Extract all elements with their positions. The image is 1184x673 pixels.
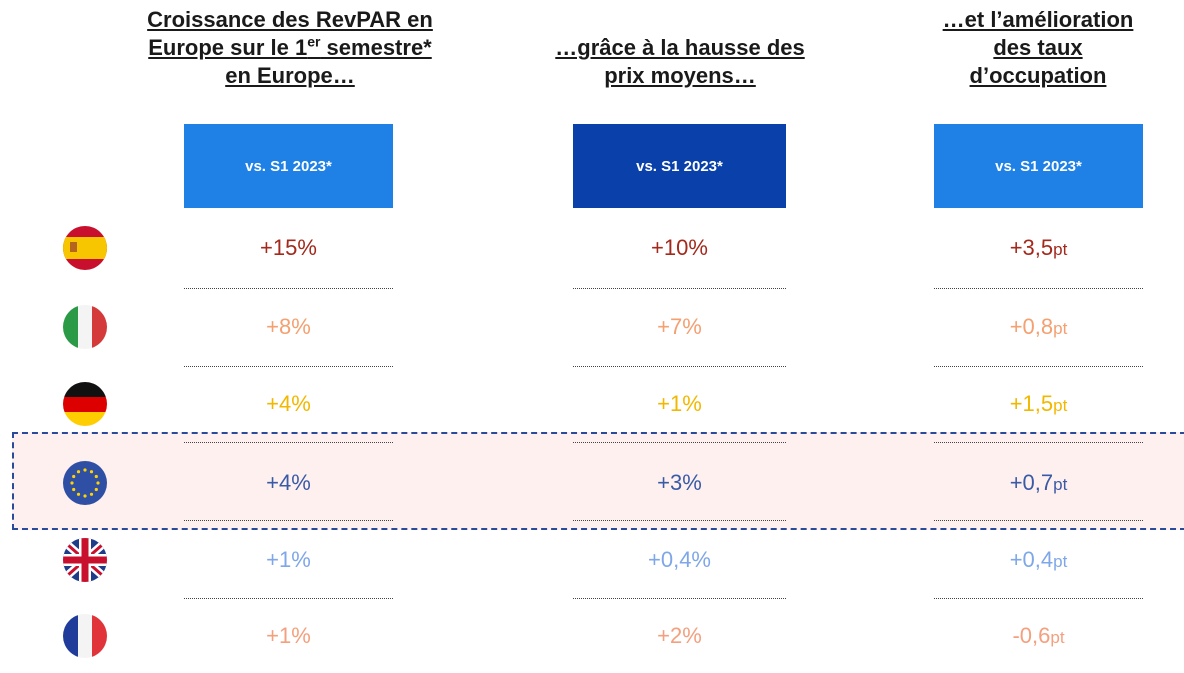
flag-spain bbox=[63, 226, 107, 270]
row-separator bbox=[184, 288, 393, 289]
flag-germany bbox=[63, 382, 107, 426]
title-line: …grâce à la hausse des bbox=[555, 35, 805, 60]
row-separator bbox=[184, 366, 393, 367]
row-separator bbox=[934, 366, 1143, 367]
value-number: +0,7 bbox=[1009, 470, 1054, 495]
value-cell: +7% bbox=[657, 314, 702, 339]
value-cell: +3% bbox=[657, 470, 702, 495]
value-cell: +4% bbox=[266, 391, 311, 416]
title-text: semestre* bbox=[320, 35, 432, 60]
row-separator bbox=[573, 520, 786, 521]
highlight-box bbox=[12, 432, 1184, 530]
value-cell: +1,5pt bbox=[934, 384, 1143, 424]
value-cell: +10% bbox=[651, 235, 708, 260]
column-header: vs. S1 2023* bbox=[184, 124, 393, 208]
value-unit: pt bbox=[1050, 628, 1065, 647]
title-line: …et l’amélioration bbox=[942, 7, 1134, 32]
flag-eu bbox=[63, 461, 107, 505]
column-title: …grâce à la hausse des prix moyens… bbox=[480, 34, 880, 90]
column-header: vs. S1 2023* bbox=[934, 124, 1143, 208]
value-number: +1,5 bbox=[1009, 391, 1054, 416]
row-separator bbox=[934, 288, 1143, 289]
flags bbox=[63, 226, 107, 658]
value-cell: -0,6pt bbox=[934, 616, 1143, 656]
title-text: Europe sur le 1 bbox=[148, 35, 308, 60]
row-separator bbox=[573, 366, 786, 367]
value-unit: pt bbox=[1053, 475, 1068, 494]
value-number: -0,6 bbox=[1012, 623, 1051, 648]
title-line: en Europe… bbox=[225, 63, 355, 88]
value-cell: +2% bbox=[657, 623, 702, 648]
value-cell: +0,4pt bbox=[934, 540, 1143, 580]
value-cell: +0,7pt bbox=[934, 463, 1143, 503]
value-cell: +1% bbox=[657, 391, 702, 416]
value-unit: pt bbox=[1053, 240, 1068, 259]
value-cell: +3,5pt bbox=[934, 228, 1143, 268]
value-cell: +0,8pt bbox=[934, 307, 1143, 347]
row-separator bbox=[573, 598, 786, 599]
title-line: Croissance des RevPAR en bbox=[147, 7, 433, 32]
value-cell: +0,4% bbox=[648, 547, 711, 572]
value-cell: +15% bbox=[260, 235, 317, 260]
column-header: vs. S1 2023* bbox=[573, 124, 786, 208]
title-line: des taux bbox=[993, 35, 1083, 60]
row-separator bbox=[184, 598, 393, 599]
value-unit: pt bbox=[1053, 319, 1068, 338]
row-separator bbox=[934, 598, 1143, 599]
flag-italy bbox=[63, 305, 107, 349]
value-unit: pt bbox=[1053, 552, 1068, 571]
row-separator bbox=[573, 442, 786, 443]
row-separator bbox=[184, 520, 393, 521]
value-cell: +1% bbox=[266, 623, 311, 648]
superscript: er bbox=[307, 33, 321, 50]
row-separator bbox=[934, 442, 1143, 443]
row-separator bbox=[184, 442, 393, 443]
value-cell: +8% bbox=[266, 314, 311, 339]
column-title: Croissance des RevPAR en Europe sur le 1… bbox=[60, 6, 520, 90]
title-line: Europe sur le 1er semestre* bbox=[60, 34, 520, 62]
flag-uk bbox=[63, 538, 107, 582]
column-title: …et l’amélioration des taux d’occupation bbox=[880, 6, 1184, 90]
value-number: +3,5 bbox=[1009, 235, 1054, 260]
row-separator bbox=[934, 520, 1143, 521]
title-line: prix moyens… bbox=[604, 63, 756, 88]
value-number: +0,4 bbox=[1009, 547, 1054, 572]
value-unit: pt bbox=[1053, 396, 1068, 415]
value-number: +0,8 bbox=[1009, 314, 1054, 339]
value-cell: +1% bbox=[266, 547, 311, 572]
title-line: d’occupation bbox=[969, 63, 1107, 88]
value-cell: +4% bbox=[266, 470, 311, 495]
flag-france bbox=[63, 614, 107, 658]
row-separator bbox=[573, 288, 786, 289]
